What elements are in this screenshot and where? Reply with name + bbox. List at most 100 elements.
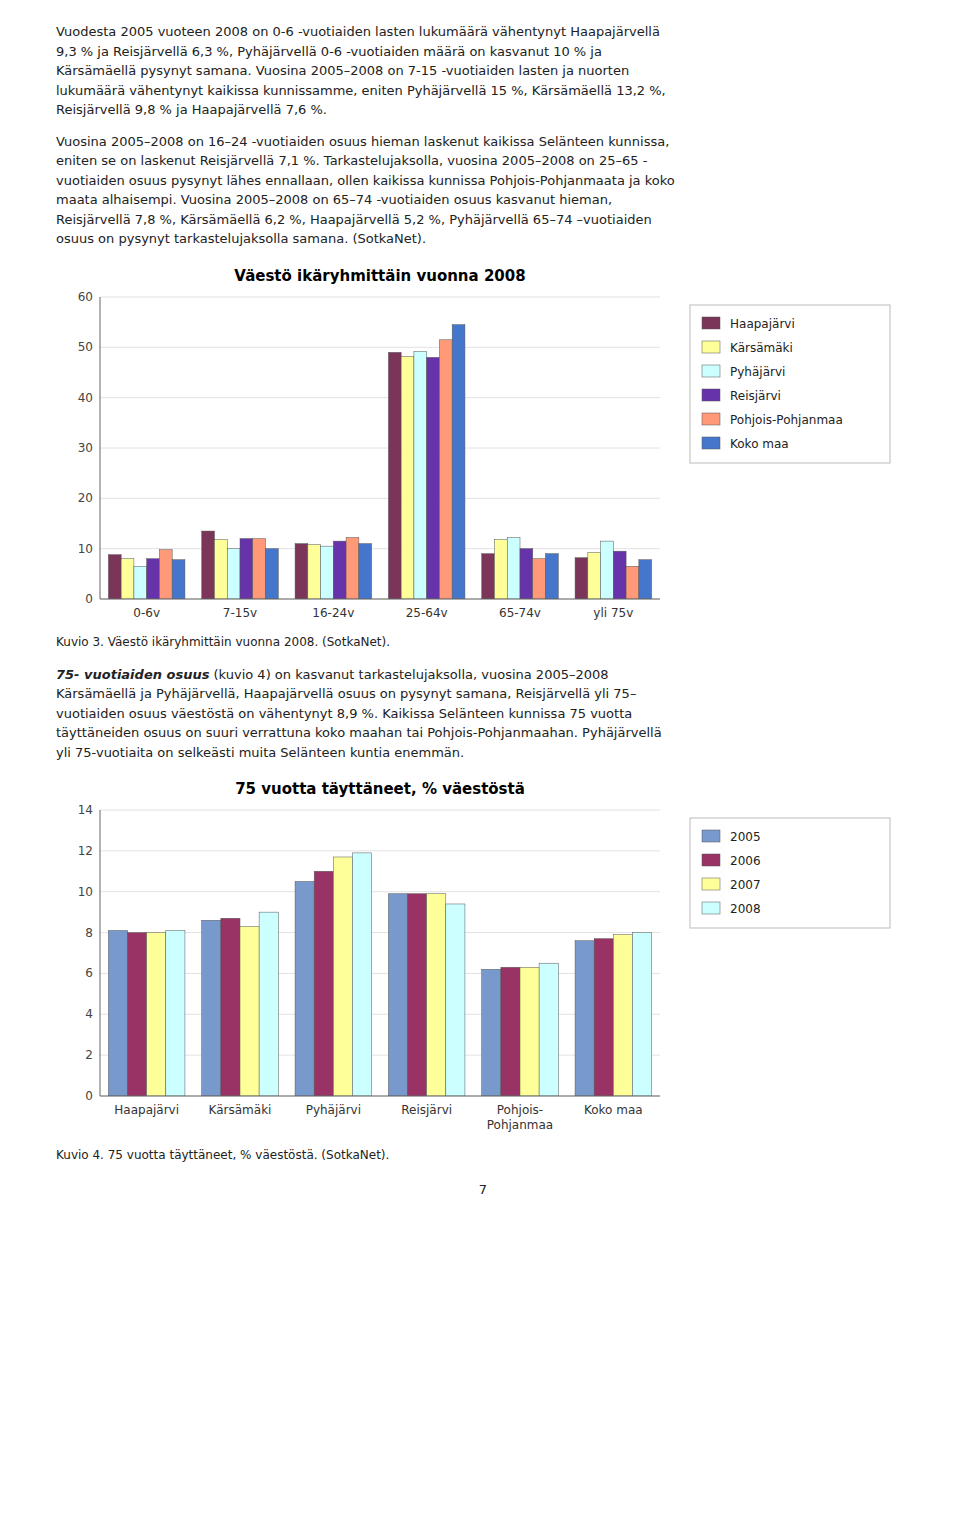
bar [333,857,352,1096]
legend-swatch [702,317,720,329]
bar [494,539,507,598]
x-tick-label-line: yli 75v [593,606,633,620]
page-number: 7 [56,1182,910,1197]
legend-label: 2006 [730,854,761,868]
legend-label: Koko maa [730,437,789,451]
x-tick-label: 65-74v [499,606,541,620]
bar [147,558,160,598]
chart-container: 75 vuotta täyttäneet, % väestöstä0246810… [56,774,910,1144]
x-tick-label-line: 16-24v [312,606,354,620]
bar [346,537,359,598]
x-tick-label: 7-15v [223,606,257,620]
bar [507,537,520,598]
bar [253,538,266,598]
bar [159,549,172,598]
bar [482,969,501,1096]
bar [414,351,427,599]
bar [401,356,414,599]
bar [121,558,134,598]
bar [501,967,520,1096]
x-axis-line [100,1096,660,1097]
bar [439,339,452,598]
bar [240,926,259,1096]
legend-swatch [702,854,720,866]
bar [227,548,240,598]
chart-title: Väestö ikäryhmittäin vuonna 2008 [234,267,525,285]
bar [359,543,372,598]
bar [259,912,278,1096]
y-tick-label: 6 [85,966,93,980]
legend-swatch [702,830,720,842]
bars [108,853,651,1096]
grid-line [100,1096,660,1097]
x-tick-label: 16-24v [312,606,354,620]
bar [575,941,594,1096]
bar [539,963,558,1096]
x-tick-label: 25-64v [406,606,448,620]
x-tick-label: Pohjois-Pohjanmaa [487,1103,553,1132]
legend-label: 2005 [730,830,761,844]
bar [601,541,614,599]
legend-label: Pyhäjärvi [730,365,785,379]
x-tick-label-line: 25-64v [406,606,448,620]
bar [147,933,166,1096]
grid-line [100,891,660,892]
x-tick-label: Koko maa [584,1103,643,1117]
bar [108,931,127,1096]
bar [427,894,446,1096]
paragraph-emphasis: 75- vuotiaiden osuus [56,667,209,682]
bar [202,920,221,1096]
bar [613,935,632,1096]
legend-label: Haapajärvi [730,317,795,331]
bar [626,566,639,599]
grid-line [100,598,660,599]
bar [221,918,240,1096]
bar [314,871,333,1096]
legend-swatch [702,437,720,449]
y-tick-label: 4 [85,1007,93,1021]
bar [295,882,314,1097]
bar [613,551,626,599]
legend-swatch [702,341,720,353]
bar [639,559,652,598]
bar [321,546,334,599]
bar [352,853,371,1096]
bar [202,531,215,599]
bar [446,904,465,1096]
bar [333,541,346,599]
paragraph: 75- vuotiaiden osuus (kuvio 4) on kasvan… [56,665,910,763]
x-tick-label-line: Koko maa [584,1103,643,1117]
bar [166,931,185,1096]
bar [632,933,651,1096]
legend-swatch [702,389,720,401]
legend-label: Reisjärvi [730,389,781,403]
bar [520,548,533,598]
y-tick-label: 20 [78,491,93,505]
y-tick-label: 12 [78,844,93,858]
x-tick-label: Reisjärvi [401,1103,452,1117]
grid-line [100,548,660,549]
bar [214,539,227,598]
legend-label: 2008 [730,902,761,916]
grid-line [100,397,660,398]
y-tick-label: 60 [78,290,93,304]
legend-swatch [702,878,720,890]
y-tick-label: 40 [78,390,93,404]
y-tick-label: 10 [78,885,93,899]
bar [172,559,185,598]
bar [408,894,427,1096]
x-tick-label: Kärsämäki [209,1103,272,1117]
bar [594,939,613,1096]
paragraph: Vuosina 2005–2008 on 16–24 -vuotiaiden o… [56,132,910,249]
bar [134,566,147,599]
bar [533,558,546,598]
y-tick-label: 2 [85,1048,93,1062]
y-axis-line [100,297,101,599]
x-tick-label-line: 65-74v [499,606,541,620]
bar [482,553,495,598]
x-tick-label-line: Haapajärvi [114,1103,179,1117]
y-axis-line [100,810,101,1096]
legend-label: Kärsämäki [730,341,793,355]
bar [266,548,279,598]
legend-box [690,818,890,928]
